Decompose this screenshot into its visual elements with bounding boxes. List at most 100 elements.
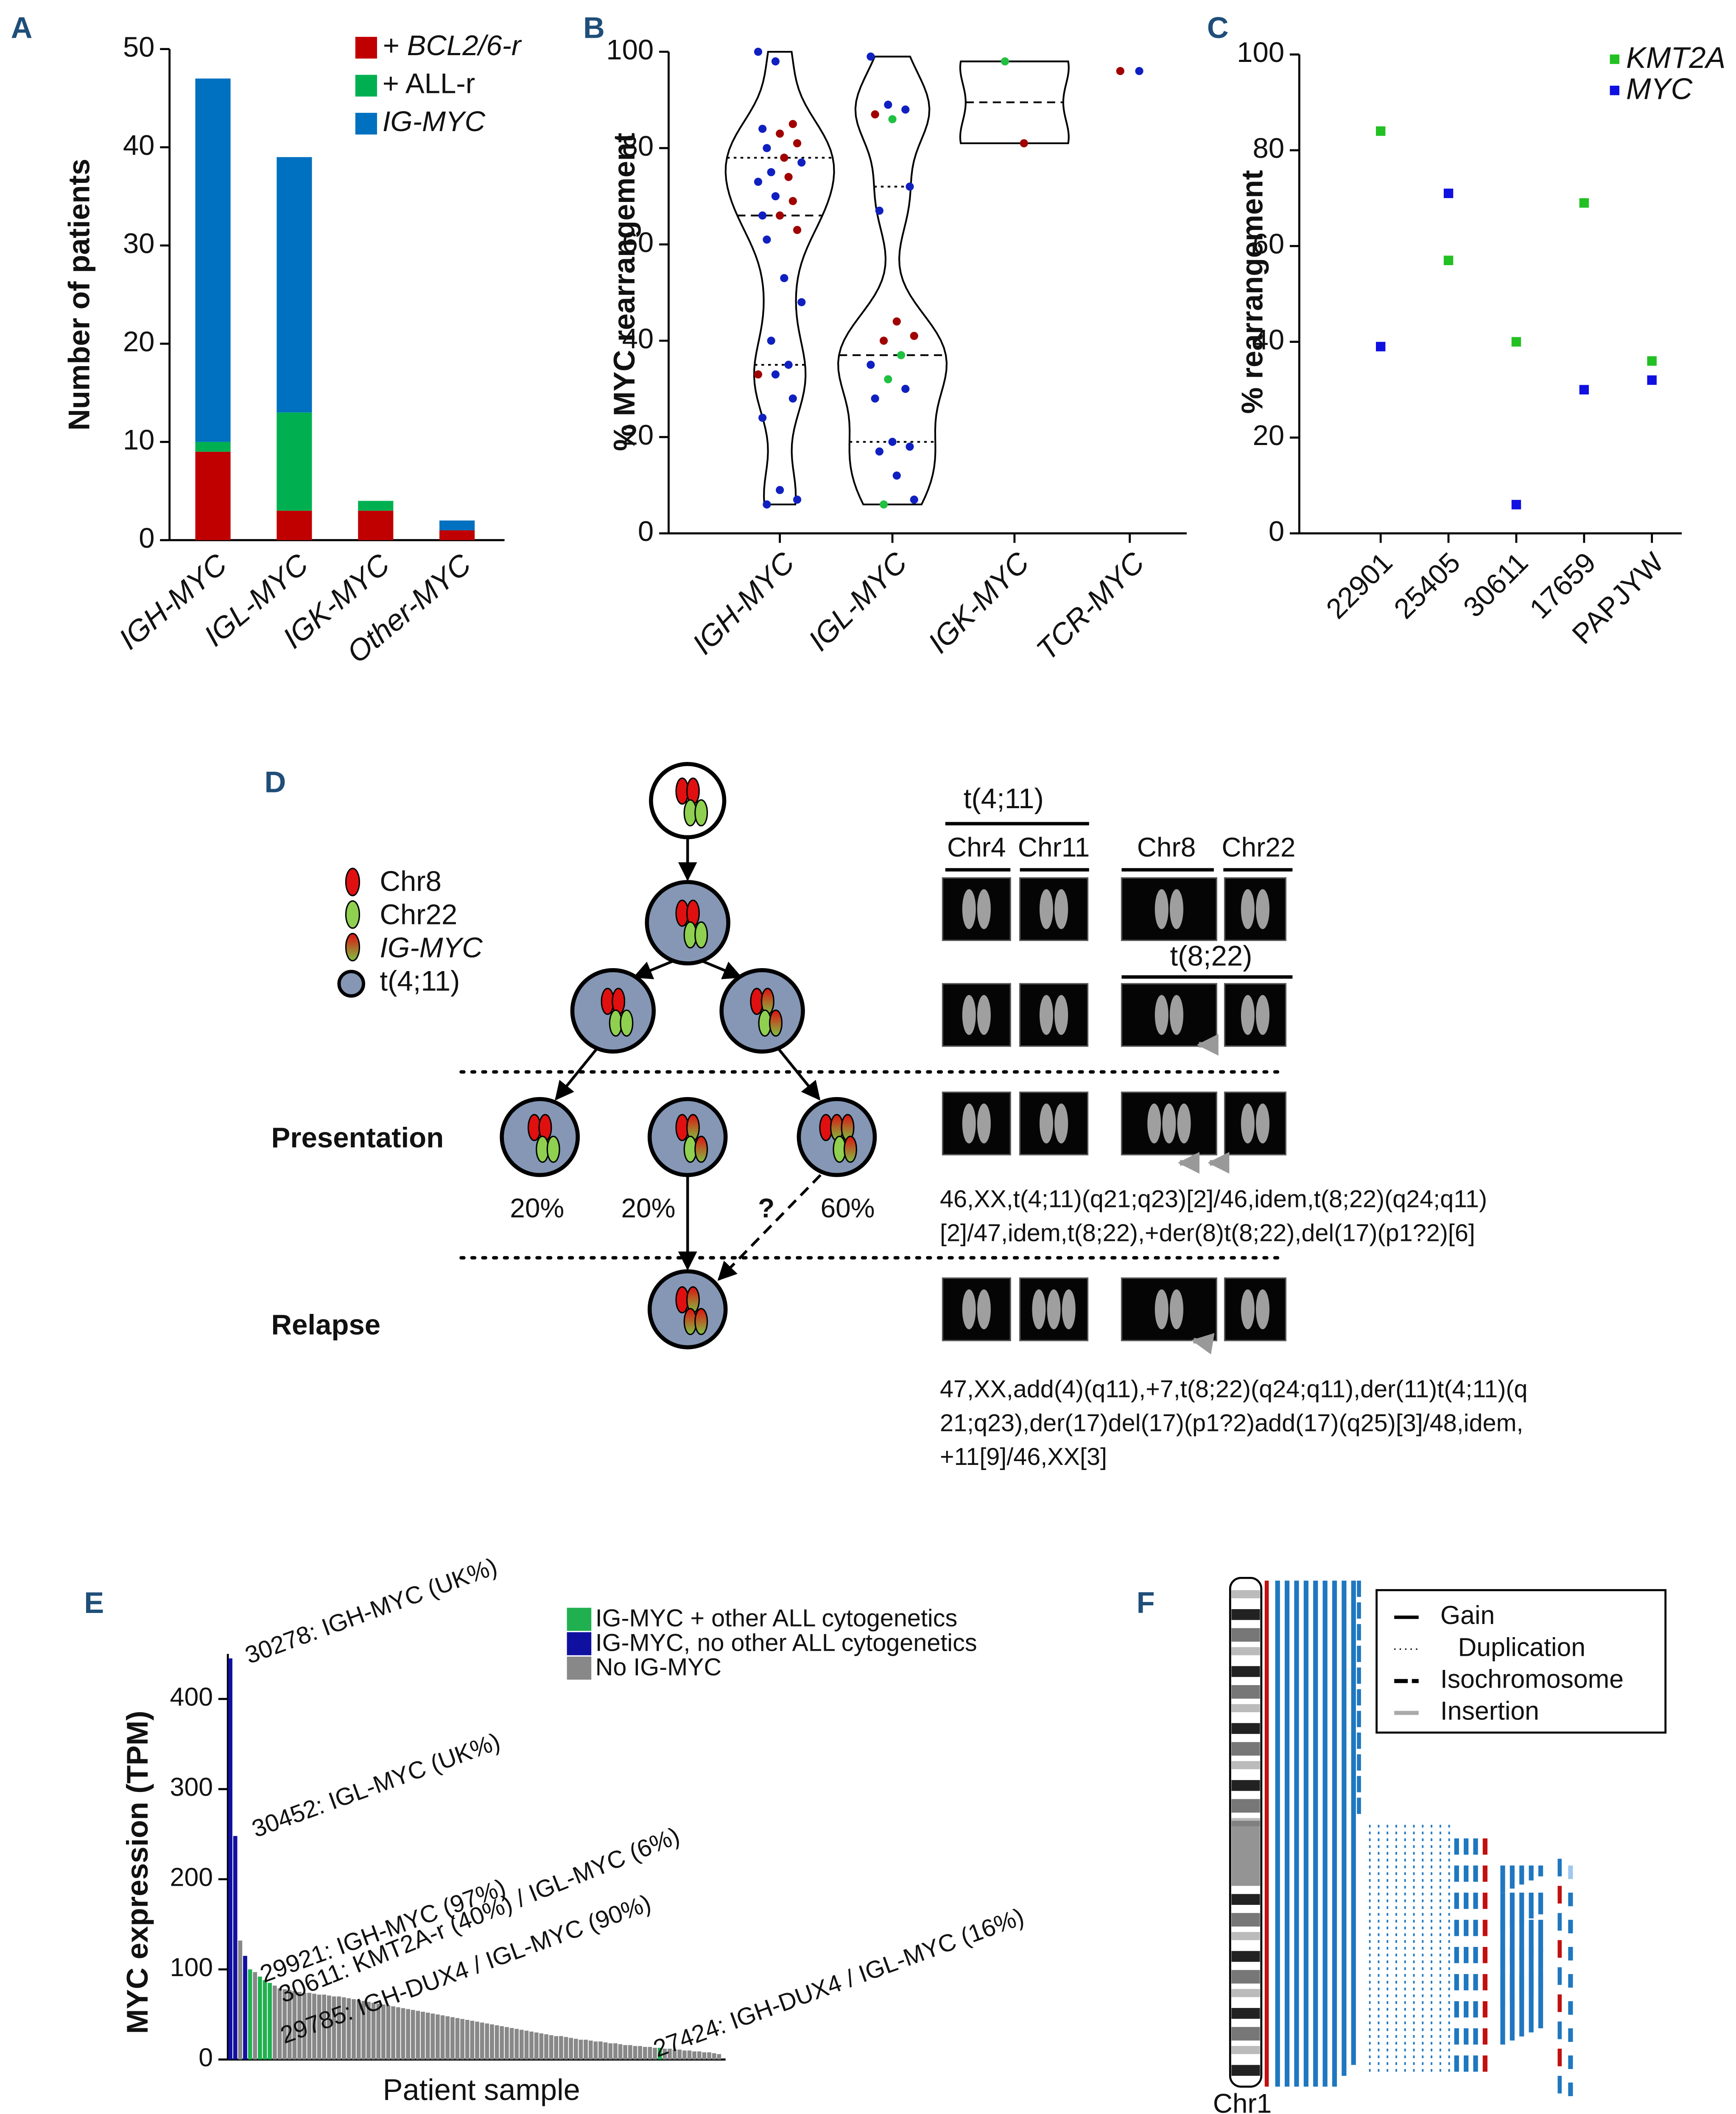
- bar: [233, 1836, 238, 2060]
- bar: [248, 1969, 252, 2060]
- bar: [445, 2016, 450, 2060]
- bar: [352, 1999, 356, 2060]
- karyotype-text: 46,XX,t(4;11)(q21;q23)[2]/46,idem,t(8;22…: [940, 1186, 1487, 1213]
- arrow: [717, 1174, 822, 1281]
- ideogram-band: [1231, 1704, 1260, 1712]
- y-tick-label: 100: [606, 34, 654, 66]
- bar: [648, 2047, 652, 2060]
- data-point: [788, 197, 797, 205]
- data-point: [879, 500, 888, 509]
- bar: [416, 2010, 420, 2060]
- violin-outline: [724, 50, 835, 506]
- bar: [687, 2050, 692, 2060]
- bar: [258, 1977, 262, 2060]
- y-tick-label: 200: [170, 1863, 213, 1892]
- legend-label: Chr8: [380, 865, 442, 897]
- bar: [376, 2003, 381, 2060]
- karyotype-image: [1121, 1277, 1217, 1341]
- chromosome-image: [1155, 889, 1169, 930]
- x-tick-label: 30611: [1457, 546, 1535, 624]
- legend-label: IG-MYC: [383, 106, 486, 137]
- bar: [253, 1972, 257, 2060]
- chromosome-image: [977, 1103, 991, 1144]
- y-tick-label: 300: [170, 1772, 213, 1801]
- karyotype-image: [942, 1277, 1011, 1341]
- legend-label: Isochromosome: [1440, 1664, 1624, 1693]
- chromosome-image: [1040, 889, 1053, 930]
- data-point: [776, 211, 784, 220]
- arrow: [555, 1048, 598, 1101]
- legend-swatch: [355, 36, 377, 59]
- data-point: [763, 144, 771, 152]
- bar: [460, 2019, 464, 2060]
- data-point: [797, 158, 806, 167]
- legend-swatch: [1610, 85, 1620, 95]
- chromosome: [546, 1135, 560, 1163]
- data-point: [793, 139, 802, 148]
- chromosome-image: [1054, 995, 1068, 1035]
- bar: [480, 2022, 484, 2060]
- x-tick-label: TCR-MYC: [1030, 545, 1151, 666]
- chromosome-image: [977, 1289, 991, 1330]
- bar: [663, 2049, 667, 2060]
- data-point: [910, 496, 918, 504]
- bar: [440, 2015, 445, 2060]
- chromosome-image: [1169, 1289, 1183, 1330]
- bar: [569, 2038, 573, 2060]
- data-point: [906, 182, 914, 191]
- karyotype-text: 47,XX,add(4)(q11),+7,t(8;22)(q24;q11),de…: [940, 1375, 1528, 1403]
- bar: [406, 2009, 410, 2060]
- y-tick-label: 20: [123, 326, 155, 358]
- x-tick-label: 25405: [1388, 546, 1466, 625]
- bar: [322, 1994, 327, 2060]
- ideogram-band: [1231, 1666, 1260, 1677]
- chromosome-image: [1047, 1289, 1061, 1330]
- bar: [366, 2002, 371, 2060]
- bar: [312, 1994, 316, 2060]
- y-tick-label: 40: [1252, 324, 1284, 356]
- bar: [653, 2047, 657, 2060]
- data-point: [758, 414, 767, 422]
- fraction-label: 20%: [621, 1193, 675, 1224]
- chromosome-image: [1177, 1103, 1191, 1144]
- data-point: [884, 375, 892, 384]
- karyotype-text: 21;q23),der(17)del(17)(p1?2)add(17)(q25)…: [940, 1409, 1524, 1436]
- data-point: [754, 177, 763, 186]
- legend-label: t(4;11): [380, 965, 460, 997]
- data-point: [901, 105, 910, 114]
- bar: [436, 2014, 440, 2060]
- data-point: [901, 385, 910, 393]
- chromosome-image: [1032, 1289, 1046, 1330]
- arrow: [700, 959, 743, 980]
- bar: [401, 2008, 405, 2060]
- bar: [564, 2037, 568, 2060]
- bar-segment: [358, 501, 394, 511]
- chromosome-image: [1040, 1103, 1053, 1144]
- panel-label: E: [84, 1586, 104, 1619]
- annotation: 27424: IGH-DUX4 / IGL-MYC (16%): [650, 1903, 1027, 2063]
- marker: [1647, 356, 1657, 366]
- y-tick-label: 0: [1269, 515, 1284, 547]
- ideogram-band: [1231, 1685, 1260, 1699]
- marker: [1647, 375, 1657, 385]
- data-point: [754, 370, 763, 379]
- bar: [431, 2013, 435, 2060]
- data-point: [763, 500, 771, 509]
- marker: [1443, 188, 1454, 198]
- chromosome: [620, 1009, 634, 1037]
- karyotype-image: [1224, 1092, 1286, 1156]
- chromosome: [843, 1135, 857, 1163]
- bar: [386, 2005, 391, 2060]
- chromosome-image: [1241, 995, 1255, 1035]
- bar: [263, 1980, 267, 2060]
- data-point: [771, 192, 780, 201]
- y-tick-label: 30: [123, 227, 155, 259]
- x-axis-label: Patient sample: [383, 2073, 580, 2106]
- karyotype-image: [1019, 877, 1089, 941]
- translocation-label: t(4;11): [964, 783, 1044, 815]
- bar: [307, 1993, 312, 2060]
- data-point: [1135, 67, 1143, 76]
- data-point: [771, 370, 780, 379]
- y-axis-label: Number of patients: [62, 159, 95, 431]
- bar: [238, 1940, 243, 2060]
